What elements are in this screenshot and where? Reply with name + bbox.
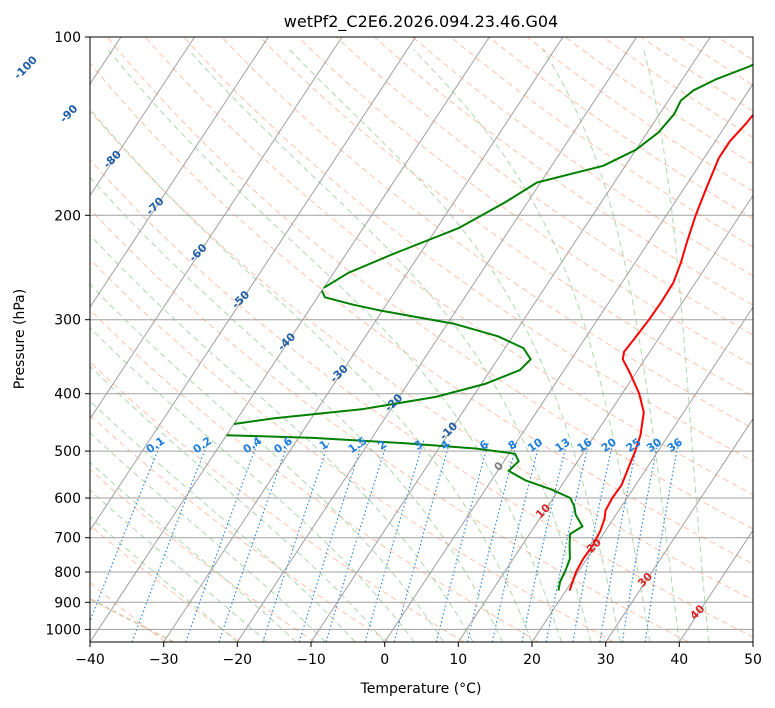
mixing-ratio-line: [435, 440, 490, 642]
x-tick-label: 30: [597, 652, 615, 668]
x-tick-label: −10: [296, 652, 326, 668]
dry-adiabat-line: [90, 468, 315, 642]
moist-adiabat-line: [413, 49, 651, 642]
y-tick-label: 600: [54, 491, 81, 507]
moist-adiabat-line: [542, 49, 680, 642]
dry-adiabat-line: [106, 37, 753, 530]
dewpoint-profile-line: [226, 434, 584, 591]
x-tick-label: −30: [149, 652, 179, 668]
mixing-ratio-line: [298, 440, 364, 642]
mixing-ratio-line: [621, 440, 659, 642]
dry-adiabat-line: [488, 37, 753, 220]
moist-adiabat-line: [90, 283, 445, 642]
y-tick-label: 1000: [45, 622, 81, 638]
dewpoint-profile-line: [323, 63, 753, 289]
dry-adiabat-line: [450, 37, 753, 248]
moist-adiabat-line: [643, 49, 710, 642]
moist-adiabat-line: [288, 49, 621, 642]
isotherm-line: [678, 529, 753, 642]
dry-adiabat-line: [90, 62, 753, 565]
dry-adiabat-line: [756, 37, 775, 642]
y-tick-label: 300: [54, 313, 81, 329]
isotherm-line: [310, 37, 711, 642]
dry-adiabat-line: [526, 37, 753, 192]
mixing-ratio-line: [545, 440, 590, 642]
moist-adiabat-line: [90, 176, 503, 642]
moist-adiabat-line: [90, 400, 356, 642]
y-tick-label: 700: [54, 531, 81, 547]
isotherm-label: -90: [57, 102, 80, 125]
isotherm-line: [531, 306, 753, 642]
y-axis-label: Pressure (hPa): [12, 289, 28, 389]
moist-adiabat-line: [90, 432, 327, 642]
dry-adiabat-line: [90, 110, 753, 601]
x-tick-label: −40: [75, 652, 105, 668]
isotherm-line: [90, 37, 196, 197]
dry-adiabat-line: [90, 309, 540, 642]
isotherm-line: [457, 194, 753, 642]
mixing-ratio-line: [325, 440, 389, 642]
isotherm-line: [90, 37, 417, 532]
y-tick-label: 400: [54, 387, 81, 403]
isotherm-line: [384, 83, 753, 642]
isotherm-line: [90, 37, 490, 642]
isotherm-line: [236, 37, 638, 642]
y-tick-label: 900: [54, 595, 81, 611]
x-tick-label: 40: [670, 652, 688, 668]
mixing-ratio-line: [185, 440, 259, 642]
isotherm-line: [90, 37, 343, 420]
x-tick-label: 50: [744, 652, 762, 668]
mixing-ratio-line: [466, 440, 518, 642]
y-tick-label: 500: [54, 444, 81, 460]
mixing-ratio-line: [599, 440, 639, 642]
isotherm-line: [605, 417, 753, 642]
dry-adiabat-line: [335, 37, 753, 336]
isotherm-line: [752, 641, 753, 642]
mixing-ratio-line: [521, 440, 568, 642]
dry-adiabat-line: [221, 37, 753, 430]
y-tick-label: 800: [54, 565, 81, 581]
moist-adiabat-line: [90, 461, 297, 642]
temperature-profile-line: [568, 113, 753, 591]
y-tick-label: 100: [54, 30, 81, 46]
dry-adiabat-line: [145, 37, 753, 496]
isotherm-label: -100: [11, 53, 40, 82]
dewpoint-profile-line: [233, 290, 532, 425]
moist-adiabat-line: [90, 489, 268, 642]
moist-adiabat-line: [188, 49, 592, 642]
chart-title: wetPf2_C2E6.2026.094.23.46.G04: [284, 12, 558, 32]
mixing-ratio-line: [364, 440, 425, 642]
isotherm-line: [163, 37, 564, 642]
mixing-ratio-line: [491, 440, 541, 642]
x-tick-label: 0: [380, 652, 389, 668]
x-tick-label: 10: [449, 652, 467, 668]
x-axis-label: Temperature (°C): [360, 681, 482, 697]
dry-adiabat-line: [90, 414, 390, 642]
moist-adiabat-line: [107, 49, 562, 642]
dry-adiabat-line: [373, 37, 753, 306]
x-tick-label: −20: [223, 652, 253, 668]
dry-adiabat-line: [90, 258, 614, 642]
mixing-ratio-line: [644, 440, 680, 642]
y-tick-label: 200: [54, 208, 81, 224]
x-tick-label: 20: [523, 652, 541, 668]
isotherm-line: [90, 37, 269, 309]
moist-adiabat-line: [90, 108, 533, 642]
dry-adiabat-line: [412, 37, 753, 277]
plot-frame: [89, 36, 754, 643]
dry-adiabat-line: [90, 158, 753, 638]
mixing-ratio-line: [572, 440, 614, 642]
